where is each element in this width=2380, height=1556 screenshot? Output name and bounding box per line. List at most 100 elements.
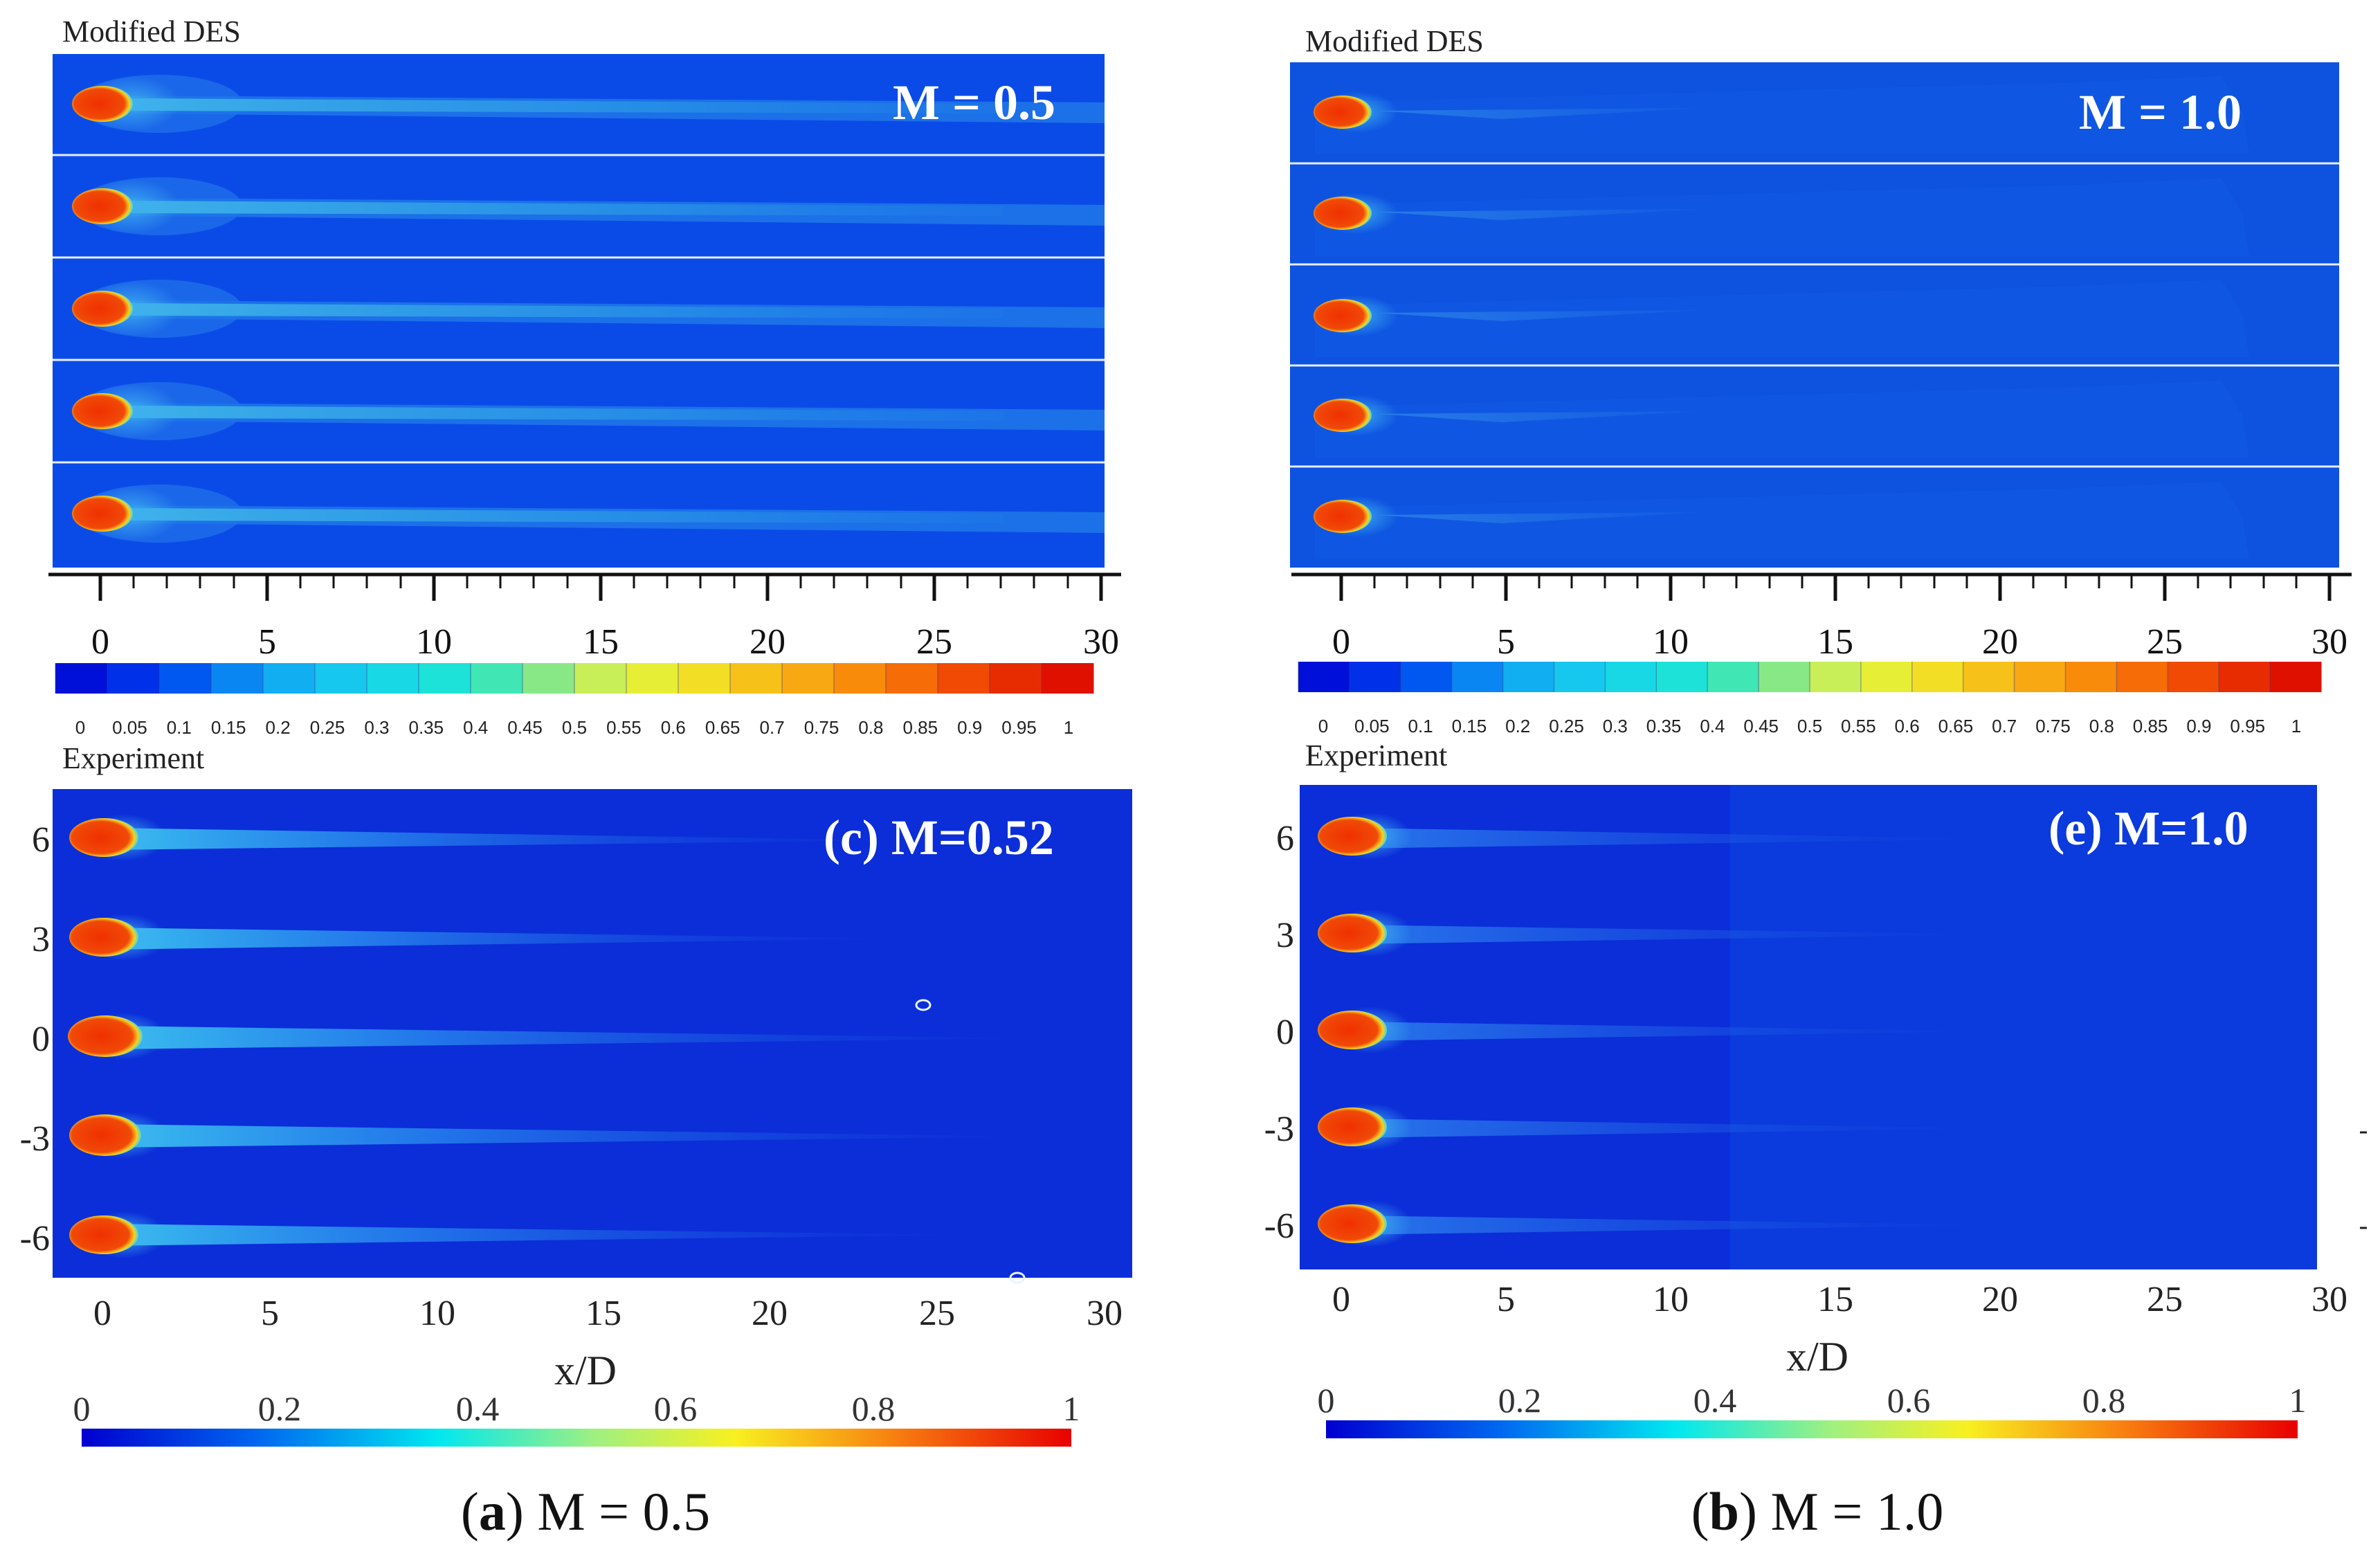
- colorbar-level-label: 0.15: [211, 717, 246, 738]
- tick-label: 5: [1497, 622, 1515, 662]
- caption-b: (b) M = 1.0: [1691, 1481, 1944, 1541]
- colorbar-swatch: [1860, 662, 1913, 692]
- tick-label: 25: [919, 1294, 955, 1333]
- hole-icon: [1314, 96, 1372, 129]
- colorbar-swatch: [315, 663, 367, 694]
- panel-b-exp-colorbar-labels: 0 0.2 0.4 0.6 0.8 1: [1318, 1381, 2307, 1420]
- panel-a-bottom-x-label: x/D: [554, 1348, 617, 1393]
- panel-b-top-label: M = 1.0: [2079, 84, 2242, 140]
- hole-icon: [1318, 1204, 1387, 1243]
- colorbar-label: 0: [73, 1389, 91, 1428]
- panel-b-bottom-label: (e) M=1.0: [2049, 802, 2249, 856]
- colorbar-label: 0.6: [654, 1389, 698, 1428]
- colorbar-label: 0: [1318, 1381, 1335, 1420]
- tick-label: 5: [1497, 1280, 1515, 1319]
- hole-icon: [72, 496, 133, 532]
- panel-a-top-label: M = 0.5: [893, 75, 1055, 130]
- tick-label: 6: [32, 820, 50, 860]
- tick-label: 20: [1982, 622, 2018, 662]
- colorbar-swatch: [1298, 662, 1350, 692]
- tick-label: 15: [583, 622, 619, 662]
- colorbar-level-label: 0.65: [705, 717, 741, 738]
- tick-label: 3: [32, 920, 50, 959]
- caption-a-text: M = 0.5: [537, 1481, 710, 1541]
- hole-icon: [72, 393, 133, 429]
- panel-a-des-colorbar: 0 0.05 0.1 0.15 0.2 0.25 0.3 0.35 0.4 0.45 0.5 0.55…: [55, 663, 1094, 738]
- colorbar-level-label: 0.55: [606, 717, 642, 738]
- colorbar-swatch: [782, 663, 835, 694]
- hole-icon: [72, 188, 133, 224]
- colorbar-label: 0.6: [1887, 1381, 1931, 1420]
- panel-a-bottom-y-ticks: 6 3 0 -3 -6: [20, 820, 50, 1258]
- colorbar-level-label: 0.05: [1354, 716, 1390, 736]
- colorbar-swatch: [523, 663, 575, 694]
- tick-label: -6: [1264, 1206, 1294, 1246]
- colorbar-swatch: [938, 663, 990, 694]
- colorbar-level-label: 0.2: [266, 717, 291, 738]
- colorbar-swatch: [471, 663, 523, 694]
- hole-icon: [72, 291, 133, 327]
- colorbar-swatch: [730, 663, 783, 694]
- tick-label: 25: [916, 622, 952, 662]
- hole-icon: [1318, 914, 1387, 952]
- colorbar-level-label: 0.2: [1505, 716, 1530, 736]
- colorbar-level-label: 0: [75, 717, 85, 738]
- colorbar-label: 0.4: [1693, 1381, 1737, 1420]
- colorbar-swatch: [367, 663, 419, 694]
- panel-a-top-rows: [72, 75, 1105, 543]
- panel-b-bottom-x-ticks: 0 5 10 15 20 25 30: [1332, 1280, 2347, 1319]
- colorbar-level-label: 0.1: [167, 717, 192, 738]
- colorbar-swatch: [2219, 662, 2271, 692]
- panel-b-top-row-dividers: [1290, 162, 2339, 468]
- panel-b-bottom-y-ticks: 6 3 0 -3 -6: [1264, 819, 1294, 1246]
- colorbar-label: 0.4: [456, 1389, 500, 1428]
- tick-label: 20: [750, 622, 785, 662]
- colorbar-swatch: [886, 663, 938, 694]
- colorbar-level-label: 0.75: [2035, 716, 2071, 736]
- colorbar-level-label: 0.05: [112, 717, 147, 738]
- colorbar-swatch: [55, 663, 108, 694]
- panel-b-ruler: [1291, 572, 2352, 601]
- hole-icon: [68, 1015, 143, 1057]
- tick-label: 30: [2311, 1280, 2347, 1319]
- hole-icon: [1314, 399, 1372, 432]
- colorbar-level-label: 1: [2291, 716, 2301, 736]
- tick-label: 0: [1276, 1013, 1294, 1052]
- colorbar-swatch: [419, 663, 471, 694]
- tick-label: 10: [1653, 622, 1689, 662]
- colorbar-label: 0.8: [2082, 1381, 2126, 1420]
- caption-b-text: M = 1.0: [1771, 1481, 1944, 1541]
- colorbar-level-label: 0.85: [2133, 716, 2168, 736]
- tick-label: 30: [1087, 1294, 1123, 1333]
- panel-b-bottom-source: Experiment: [1305, 739, 1447, 772]
- colorbar-level-label: 0.3: [1603, 716, 1628, 736]
- colorbar-level-label: 0.5: [1797, 716, 1822, 736]
- panel-b-des-colorbar: 0 0.05 0.1 0.15 0.2 0.25 0.3 0.35 0.4 0.45 0.5 0.55…: [1298, 662, 2322, 736]
- colorbar-level-label: 0.9: [957, 717, 982, 738]
- panel-b-bottom-x-label: x/D: [1786, 1334, 1848, 1379]
- panel-b-bottom-edge-marks: [2360, 1131, 2367, 1229]
- colorbar-swatch: [1810, 662, 1862, 692]
- panel-b-ruler-minor: [1373, 575, 2298, 588]
- tick-label: 10: [419, 1294, 455, 1333]
- colorbar-swatch: [1707, 662, 1759, 692]
- tick-label: 25: [2147, 622, 2183, 662]
- tick-label: 0: [93, 1294, 111, 1333]
- caption-a: (a) M = 0.5: [461, 1481, 710, 1541]
- colorbar-level-label: 0.75: [804, 717, 839, 738]
- colorbar-level-label: 0.55: [1841, 716, 1876, 736]
- colorbar-level-label: 0.25: [1549, 716, 1584, 736]
- colorbar-level-label: 0.95: [2230, 716, 2265, 736]
- colorbar-swatch: [1554, 662, 1606, 692]
- caption-b-letter: b: [1709, 1481, 1739, 1541]
- caption-a-letter: a: [479, 1481, 506, 1541]
- colorbar-label: 1: [2289, 1381, 2307, 1420]
- colorbar-level-label: 0.45: [507, 717, 543, 738]
- colorbar-swatch: [1451, 662, 1504, 692]
- colorbar-level-label: 0.9: [2186, 716, 2211, 736]
- colorbar-level-label: 1: [1064, 717, 1073, 738]
- colorbar-level-label: 0.6: [661, 717, 686, 738]
- hole-icon: [1314, 299, 1372, 332]
- tick-label: 15: [1817, 1280, 1853, 1319]
